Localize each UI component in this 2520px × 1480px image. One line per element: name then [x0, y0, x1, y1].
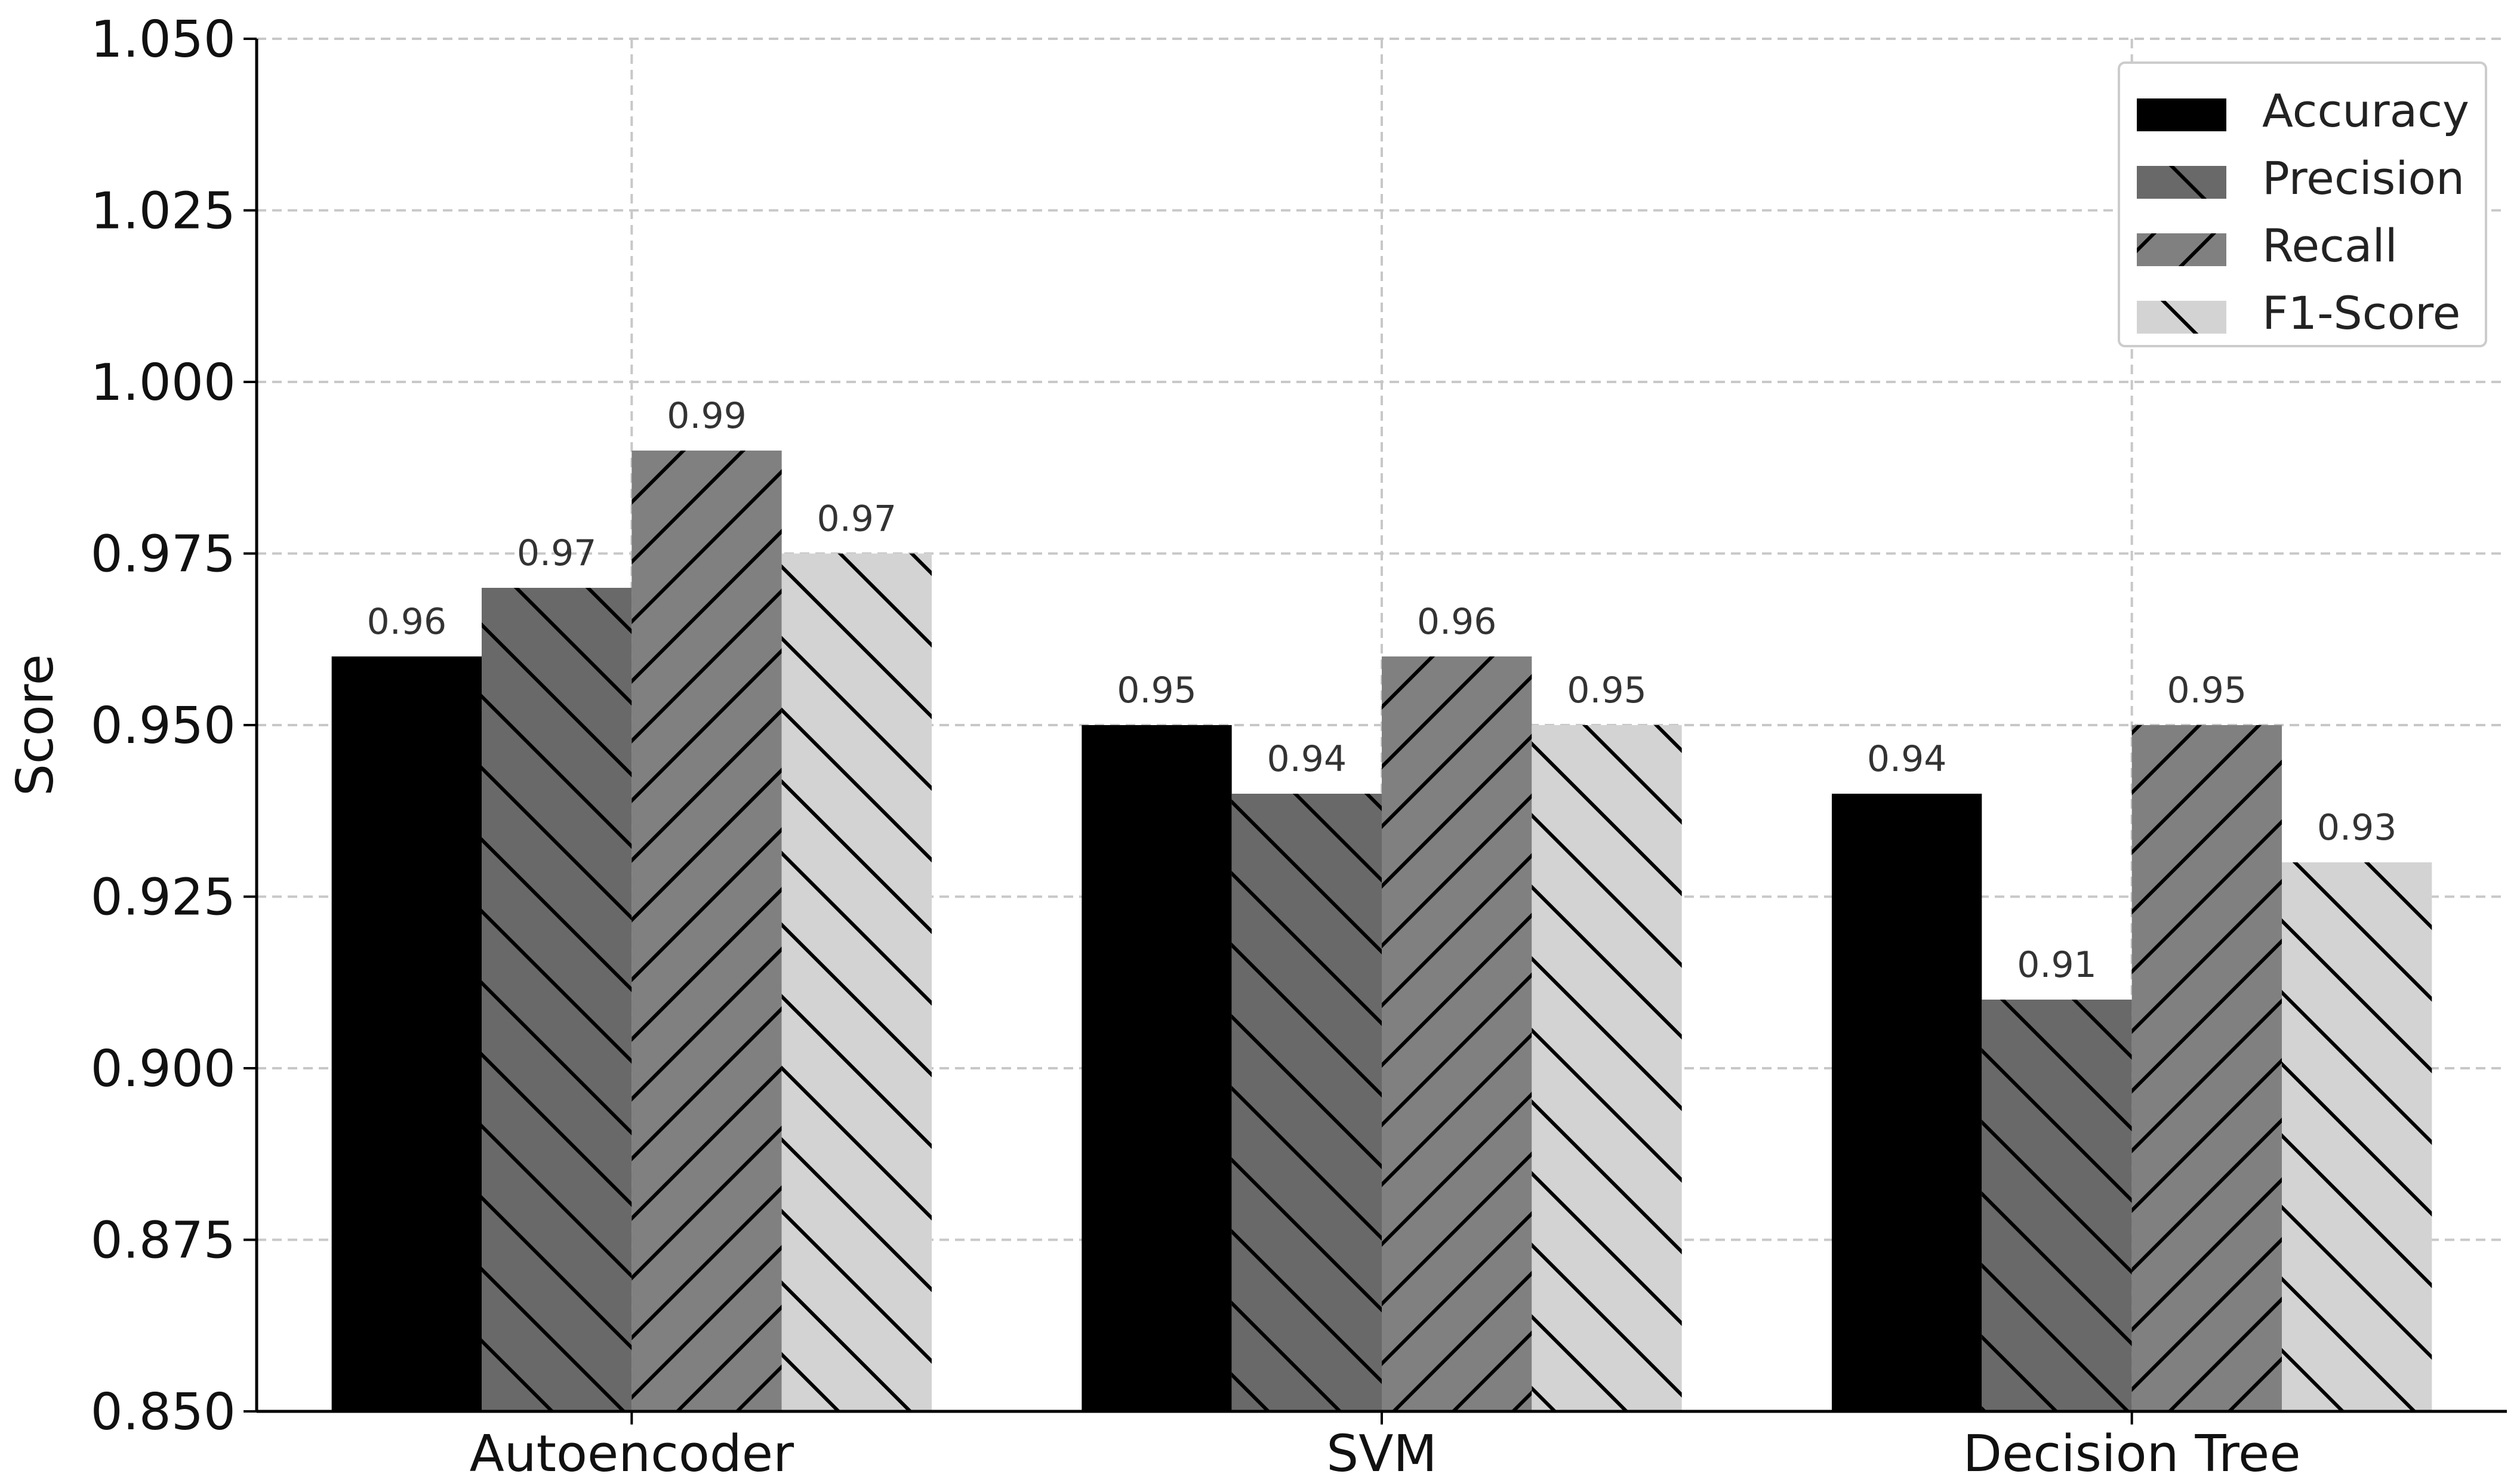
data-label: 0.95 — [2167, 670, 2247, 711]
axes: 0.850 0.875 0.900 0.925 0.950 0.975 1.000 1.025… — [6, 10, 2507, 1480]
bar-hatch — [2131, 725, 2282, 1411]
bar-hatch — [1382, 656, 1532, 1411]
legend-swatch-hatch — [2137, 301, 2226, 334]
y-tick-label: 1.050 — [91, 10, 236, 69]
bar-hatch — [1231, 794, 1382, 1411]
bar — [1082, 725, 1232, 1411]
data-label: 0.97 — [517, 532, 597, 574]
legend-label: F1-Score — [2262, 286, 2460, 340]
bar-hatch — [1982, 1000, 2132, 1411]
bar — [331, 656, 482, 1411]
y-tick-label: 0.850 — [91, 1383, 236, 1442]
data-label: 0.91 — [2017, 944, 2097, 986]
legend-box — [2118, 61, 2487, 347]
data-label: 0.95 — [1567, 670, 1647, 711]
bar-hatch — [482, 588, 632, 1411]
y-tick-label: 1.000 — [91, 353, 236, 412]
data-label: 0.94 — [1267, 738, 1347, 780]
data-label: 0.93 — [2317, 807, 2397, 849]
legend-label: Accuracy — [2262, 84, 2469, 137]
bar — [1832, 794, 1982, 1411]
data-label: 0.95 — [1117, 670, 1197, 711]
legend-swatch-hatch — [2137, 233, 2226, 266]
y-tick-label: 1.025 — [91, 182, 236, 241]
x-tick-label: Autoencoder — [470, 1424, 794, 1480]
legend: Accuracy Precision Recall F1-Score — [2118, 61, 2487, 347]
y-axis-label: Score — [6, 654, 65, 796]
legend-swatch-hatch — [2137, 166, 2226, 199]
data-label: 0.99 — [667, 395, 747, 437]
y-tick-label: 0.950 — [91, 696, 236, 756]
bars — [331, 451, 2432, 1411]
data-label: 0.94 — [1867, 738, 1947, 780]
y-tick-label: 0.925 — [91, 868, 236, 927]
legend-label: Precision — [2262, 152, 2464, 205]
x-tick-label: SVM — [1326, 1424, 1437, 1480]
bar-hatch — [781, 553, 932, 1411]
data-labels: 0.96 0.97 0.99 0.97 0.95 0.94 0.96 0.95 0.94 0.91… — [367, 395, 2397, 986]
y-tick-label: 0.900 — [91, 1040, 236, 1099]
bar-hatch — [1532, 725, 1682, 1411]
bar-hatch — [631, 451, 782, 1411]
legend-label: Recall — [2262, 219, 2398, 272]
legend-swatch — [2137, 98, 2226, 131]
x-tick-label: Decision Tree — [1963, 1424, 2301, 1480]
data-label: 0.97 — [817, 498, 897, 540]
bar-hatch — [2282, 862, 2432, 1411]
y-tick-label: 0.975 — [91, 525, 236, 584]
data-label: 0.96 — [1417, 601, 1497, 643]
y-tick-label: 0.875 — [91, 1211, 236, 1271]
data-label: 0.96 — [367, 601, 447, 643]
